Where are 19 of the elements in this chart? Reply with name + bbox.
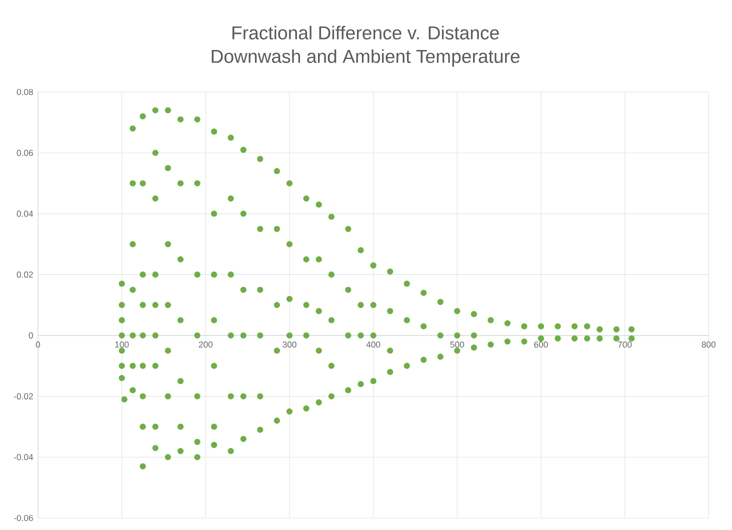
x-tick-label: 400	[366, 341, 380, 348]
x-tick-label: 200	[198, 341, 213, 348]
x-tick-label: 500	[450, 341, 464, 348]
y-tick-label: 0	[28, 332, 33, 338]
x-tick-label: 300	[282, 341, 296, 348]
x-tick-label: 700	[618, 341, 632, 348]
y-tick-label: -0.02	[14, 393, 33, 400]
y-tick-label: 0.04	[16, 210, 34, 217]
y-tick-label: -0.04	[14, 454, 34, 460]
x-tick-label: 100	[115, 341, 129, 348]
chart-subtitle: Downwash and Ambient Temperature	[212, 49, 520, 67]
chart-title: Fractional Difference v. Distance	[232, 26, 499, 40]
x-tick-label: 600	[534, 341, 548, 348]
y-tick-label: 0.08	[16, 88, 33, 96]
y-tick-label: 0.06	[16, 150, 33, 156]
x-tick-label: 0	[36, 341, 40, 348]
y-tick-label: 0.02	[16, 272, 33, 278]
x-tick-label: 800	[702, 341, 716, 348]
y-tick-label: -0.06	[14, 514, 33, 522]
